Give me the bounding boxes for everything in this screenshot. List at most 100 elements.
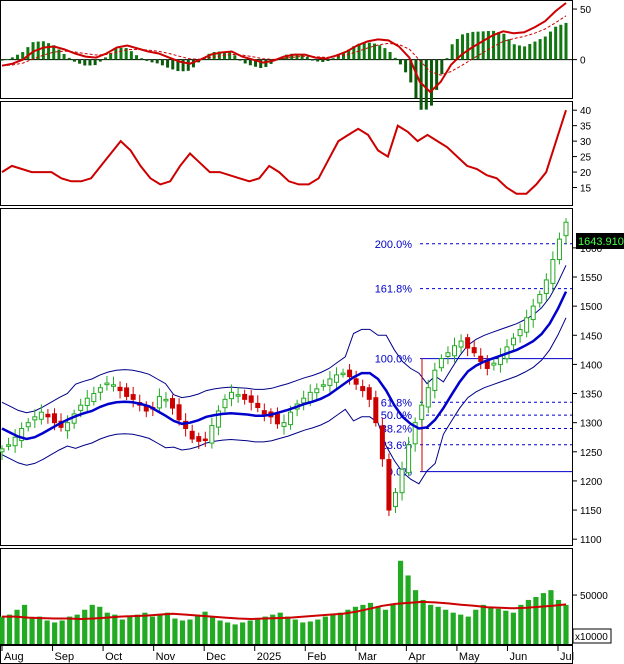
macd-histogram-bar [129,51,133,60]
date-tick-label: Dec [206,651,226,663]
macd-histogram-bar [455,38,459,60]
macd-histogram-bar [0,59,4,61]
macd-histogram-bar [523,46,527,60]
price-tick-label: 1400 [580,360,603,371]
price-candle-body [432,369,438,391]
price-candle-body [452,345,458,357]
price-candle-body [386,459,392,511]
volume-bar [262,616,268,644]
macd-histogram-bar [72,59,76,62]
macd-histogram-bar [554,26,558,60]
macd-histogram-bar [41,41,45,60]
volume-bar [164,612,171,644]
price-candle-body [78,404,84,411]
price-candle-body [124,387,130,397]
macd-histogram-bar [450,44,454,60]
macd-histogram-bar [492,30,496,60]
volume-multiplier-label: x10000 [575,632,608,643]
macd-histogram-bar [285,54,289,60]
macd-histogram-bar [259,59,263,69]
volume-tick-label: 50000 [580,591,608,602]
date-tick-label: Sep [55,651,75,663]
price-candle-body [333,374,339,383]
macd-histogram-bar [559,24,563,60]
price-candle-body [209,425,215,444]
volume-bar [375,606,381,644]
price-candle-body [196,436,202,442]
bollinger-lower-band [1,317,567,485]
macd-histogram-bar [486,31,490,60]
volume-bar [555,599,562,644]
macd-histogram-bar [543,36,547,60]
macd-histogram-bar [191,59,195,68]
price-candle-body [38,411,44,420]
price-candle-body [163,398,169,402]
date-axis-frame [0,645,573,664]
volume-bar [488,606,494,644]
price-candle-body [183,420,189,429]
price-candle-body [156,395,162,409]
price-candle-body [222,398,228,409]
macd-histogram-bar [254,59,258,67]
price-candle-body [189,430,195,440]
macd-histogram-bar [181,59,185,72]
volume-bar [337,612,343,644]
date-tick-label: May [459,651,480,663]
price-candle-body [235,394,241,397]
rsi-tick-label: 40 [580,106,592,117]
panel-frames [0,0,573,664]
macd-histogram-bar [326,59,330,61]
price-tick-label: 1350 [580,390,603,401]
macd-histogram-bar [476,31,480,60]
volume-bar [209,616,216,644]
fibonacci-level-label: 61.8% [381,397,412,409]
volume-bar [202,611,208,644]
volume-bar [533,597,539,644]
volume-bar [187,619,193,644]
macd-histogram-bar [471,31,475,60]
date-tick-label: Jul [560,651,574,663]
macd-tick-label: 50 [580,5,592,16]
volume-bar [563,604,569,644]
price-candle-body [458,340,464,348]
price-candle-body [32,416,38,421]
macd-histogram-bar [507,39,511,60]
price-candle-body [170,398,176,409]
macd-histogram-bar [114,48,118,60]
volume-bar [540,593,547,644]
macd-histogram-bar [310,59,314,61]
volume-bar [194,614,201,644]
price-candle-body [19,427,25,441]
price-axis-ticks: 1600 1550 1500 1450 1400 1350 1300 1250 1200 1150… [572,244,603,546]
price-candle-body [406,444,412,474]
volume-bar [352,606,359,644]
macd-histogram-bar [16,54,20,60]
volume-bar [367,602,374,644]
macd-histogram-bar [83,59,87,66]
volume-bar [74,614,80,644]
volume-bar [390,604,396,644]
price-candle-body [392,492,398,508]
macd-histogram-bar [336,55,340,60]
macd-histogram-bar [316,59,320,62]
macd-histogram-bar [445,58,449,60]
volume-bar [420,599,426,644]
macd-histogram-bar [538,39,542,60]
price-candle-body [25,422,31,428]
macd-histogram-bar [150,59,154,63]
volume-bar [44,620,50,644]
macd-line [1,2,567,94]
volume-bar [225,622,231,644]
date-tick-label: 2025 [257,651,281,663]
macd-histogram-bar [93,59,97,66]
volume-bar [270,614,276,644]
macd-histogram-bar [233,55,237,60]
price-candle-body [248,395,254,403]
volume-bar [67,616,73,644]
volume-bar [518,604,524,644]
price-candle-body [215,410,221,428]
volume-bar [127,616,133,644]
macd-histogram-bar [119,47,123,60]
macd-histogram-bar [404,59,408,73]
macd-histogram-bar [331,58,335,60]
